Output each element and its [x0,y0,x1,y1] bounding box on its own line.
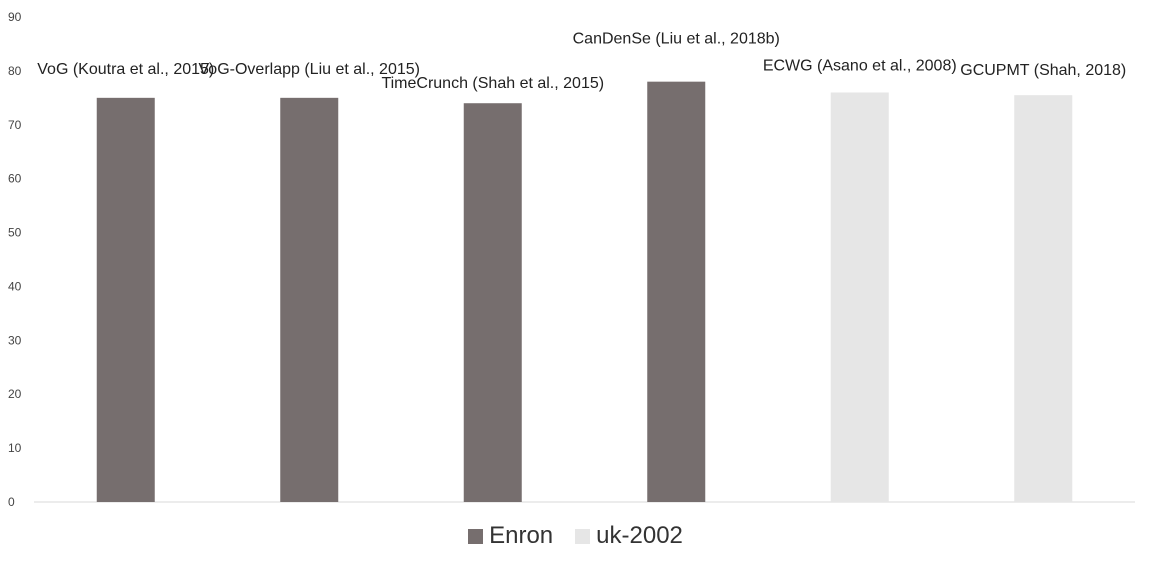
y-tick-label: 90 [8,10,22,24]
y-tick-label: 70 [8,118,22,132]
bar-label: ECWG (Asano et al., 2008) [763,57,957,74]
y-tick-label: 10 [8,441,22,455]
legend-label-enron: Enron [489,522,554,549]
bar [96,97,155,502]
bar [463,103,522,502]
bar-label: VoG (Koutra et al., 2015) [37,61,214,78]
bars-group [96,81,1073,503]
legend-item-enron: Enron [468,522,553,550]
bar [830,92,889,502]
y-tick-label: 80 [8,64,22,78]
legend-item-uk-2002: uk-2002 [575,522,683,550]
bar-label: VoG-Overlapp (Liu et al., 2015) [199,61,420,78]
bar [1014,95,1073,502]
y-tick-label: 30 [8,333,22,347]
legend: Enron uk-2002 [0,522,1151,550]
legend-swatch-enron [468,528,484,544]
y-tick-label: 20 [8,387,22,401]
bar [280,97,339,502]
bar-label: GCUPMT (Shah, 2018) [960,62,1126,79]
bar [647,81,706,503]
y-tick-label: 50 [8,226,22,240]
y-tick-label: 60 [8,172,22,186]
y-tick-label: 0 [8,495,15,509]
bar-labels-group: VoG (Koutra et al., 2015)VoG-Overlapp (L… [37,31,1126,93]
bar-label: CanDenSe (Liu et al., 2018b) [573,31,780,48]
y-axis: 0 10 20 30 40 50 60 70 80 90 [8,10,22,509]
legend-swatch-uk-2002 [575,528,591,544]
legend-label-uk-2002: uk-2002 [596,522,683,549]
y-tick-label: 40 [8,279,22,293]
bar-label: TimeCrunch (Shah et al., 2015) [381,75,604,92]
